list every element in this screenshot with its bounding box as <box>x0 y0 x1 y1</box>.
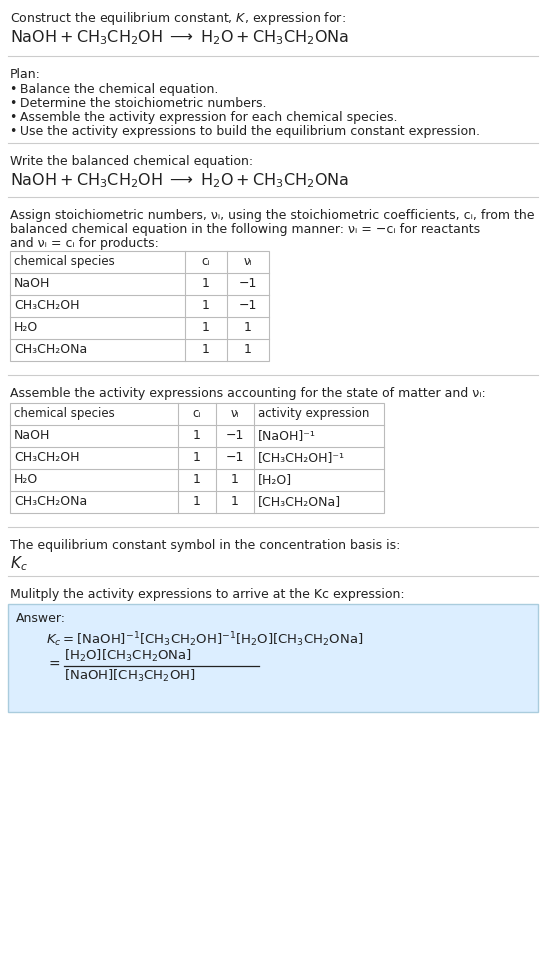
Text: 1: 1 <box>202 343 210 356</box>
Text: [CH₃CH₂OH]⁻¹: [CH₃CH₂OH]⁻¹ <box>258 451 345 464</box>
Text: νᵢ: νᵢ <box>231 407 239 420</box>
Text: balanced chemical equation in the following manner: νᵢ = −cᵢ for reactants: balanced chemical equation in the follow… <box>10 223 480 236</box>
Text: $\mathrm{NaOH + CH_3CH_2OH \;\longrightarrow\; H_2O + CH_3CH_2ONa}$: $\mathrm{NaOH + CH_3CH_2OH \;\longrighta… <box>10 171 349 190</box>
Text: 1: 1 <box>193 473 201 486</box>
Text: CH₃CH₂ONa: CH₃CH₂ONa <box>14 495 87 508</box>
Text: cᵢ: cᵢ <box>202 255 210 268</box>
Text: −1: −1 <box>226 429 244 442</box>
Text: chemical species: chemical species <box>14 407 115 420</box>
Text: cᵢ: cᵢ <box>193 407 201 420</box>
Text: νᵢ: νᵢ <box>244 255 252 268</box>
Text: 1: 1 <box>202 321 210 334</box>
Text: $[\mathrm{NaOH}][\mathrm{CH_3CH_2OH}]$: $[\mathrm{NaOH}][\mathrm{CH_3CH_2OH}]$ <box>64 668 195 684</box>
Text: Assemble the activity expressions accounting for the state of matter and νᵢ:: Assemble the activity expressions accoun… <box>10 387 486 400</box>
Text: $\mathrm{NaOH + CH_3CH_2OH \;\longrightarrow\; H_2O + CH_3CH_2ONa}$: $\mathrm{NaOH + CH_3CH_2OH \;\longrighta… <box>10 28 349 47</box>
Text: • Determine the stoichiometric numbers.: • Determine the stoichiometric numbers. <box>10 97 266 110</box>
Text: 1: 1 <box>231 473 239 486</box>
Text: [NaOH]⁻¹: [NaOH]⁻¹ <box>258 429 316 442</box>
Text: [CH₃CH₂ONa]: [CH₃CH₂ONa] <box>258 495 341 508</box>
Text: Mulitply the activity expressions to arrive at the Kᴄ expression:: Mulitply the activity expressions to arr… <box>10 588 405 601</box>
Text: 1: 1 <box>193 451 201 464</box>
Text: [H₂O]: [H₂O] <box>258 473 292 486</box>
Text: and νᵢ = cᵢ for products:: and νᵢ = cᵢ for products: <box>10 237 159 250</box>
Text: 1: 1 <box>193 429 201 442</box>
FancyBboxPatch shape <box>8 604 538 712</box>
Text: NaOH: NaOH <box>14 429 50 442</box>
Text: The equilibrium constant symbol in the concentration basis is:: The equilibrium constant symbol in the c… <box>10 539 400 552</box>
Text: 1: 1 <box>202 277 210 290</box>
Text: CH₃CH₂OH: CH₃CH₂OH <box>14 299 80 312</box>
Text: 1: 1 <box>193 495 201 508</box>
Text: Construct the equilibrium constant, $K$, expression for:: Construct the equilibrium constant, $K$,… <box>10 10 346 27</box>
Text: H₂O: H₂O <box>14 321 38 334</box>
Text: $K_c = [\mathrm{NaOH}]^{-1}[\mathrm{CH_3CH_2OH}]^{-1}[\mathrm{H_2O}][\mathrm{CH_: $K_c = [\mathrm{NaOH}]^{-1}[\mathrm{CH_3… <box>46 630 364 648</box>
Text: Answer:: Answer: <box>16 612 66 625</box>
Text: H₂O: H₂O <box>14 473 38 486</box>
Text: Assign stoichiometric numbers, νᵢ, using the stoichiometric coefficients, cᵢ, fr: Assign stoichiometric numbers, νᵢ, using… <box>10 209 535 222</box>
Text: Write the balanced chemical equation:: Write the balanced chemical equation: <box>10 155 253 168</box>
Text: • Use the activity expressions to build the equilibrium constant expression.: • Use the activity expressions to build … <box>10 125 480 138</box>
Text: • Balance the chemical equation.: • Balance the chemical equation. <box>10 83 218 96</box>
Text: CH₃CH₂OH: CH₃CH₂OH <box>14 451 80 464</box>
Text: 1: 1 <box>244 321 252 334</box>
Text: −1: −1 <box>226 451 244 464</box>
Text: −1: −1 <box>239 299 257 312</box>
Text: $=$: $=$ <box>46 656 61 670</box>
Text: Plan:: Plan: <box>10 68 41 81</box>
Text: $[\mathrm{H_2O}][\mathrm{CH_3CH_2ONa}]$: $[\mathrm{H_2O}][\mathrm{CH_3CH_2ONa}]$ <box>64 648 192 664</box>
Bar <box>10 403 384 513</box>
Text: $K_c$: $K_c$ <box>10 554 28 572</box>
Text: 1: 1 <box>244 343 252 356</box>
Text: NaOH: NaOH <box>14 277 50 290</box>
Text: 1: 1 <box>202 299 210 312</box>
Text: • Assemble the activity expression for each chemical species.: • Assemble the activity expression for e… <box>10 111 397 124</box>
Text: 1: 1 <box>231 495 239 508</box>
Bar <box>10 251 269 361</box>
Text: activity expression: activity expression <box>258 407 370 420</box>
Text: CH₃CH₂ONa: CH₃CH₂ONa <box>14 343 87 356</box>
Text: chemical species: chemical species <box>14 255 115 268</box>
Text: −1: −1 <box>239 277 257 290</box>
